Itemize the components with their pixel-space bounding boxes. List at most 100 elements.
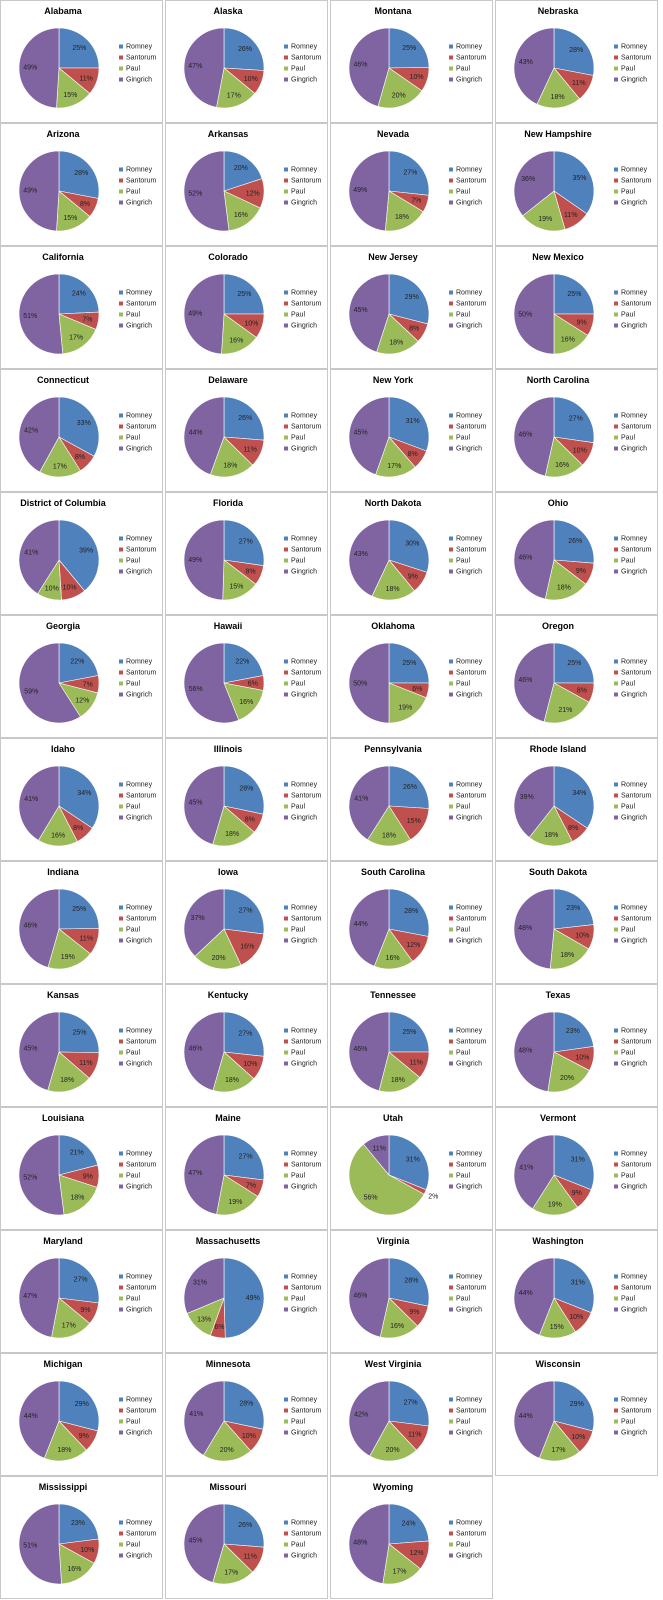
legend-swatch-romney (119, 536, 123, 541)
chart-title: Maine (215, 1113, 241, 1123)
chart-title: Indiana (47, 867, 79, 877)
slice-label-romney: 34% (77, 790, 91, 797)
pie-slice-gingrich (348, 27, 390, 107)
chart-title: Florida (213, 498, 244, 508)
legend-swatch-gingrich (284, 815, 288, 820)
legend-swatch-paul (284, 927, 288, 932)
legend-label-paul: Paul (126, 1296, 140, 1303)
chart-title: Utah (383, 1113, 403, 1123)
slice-label-santorum: 8% (577, 688, 587, 695)
legend-swatch-santorum (614, 1408, 618, 1413)
slice-label-santorum: 7% (411, 198, 421, 205)
pie-slice-romney (58, 642, 99, 684)
legend-label-santorum: Santorum (621, 1285, 652, 1292)
pie-slice-paul (51, 1297, 91, 1339)
slice-label-gingrich: 48% (518, 1047, 532, 1054)
legend-label-gingrich: Gingrich (126, 815, 152, 822)
slice-label-gingrich: 46% (353, 1046, 367, 1053)
legend-label-santorum: Santorum (456, 1408, 487, 1415)
legend-swatch-romney (284, 413, 288, 418)
pie-slice-paul (58, 313, 97, 355)
pie-chart-svg: North Carolina 27% 10% 16% 46% Romney Santorum… (513, 375, 652, 478)
legend-swatch-gingrich (284, 1184, 288, 1189)
legend-swatch-paul (614, 66, 618, 71)
slice-label-santorum: 7% (246, 1182, 256, 1189)
pie-slice-gingrich (18, 1380, 60, 1459)
legend-label-romney: Romney (456, 290, 483, 297)
pie-slice-gingrich (348, 1503, 390, 1584)
legend-label-romney: Romney (126, 1028, 153, 1035)
legend-label-paul: Paul (621, 1419, 635, 1426)
legend-swatch-gingrich (119, 1184, 123, 1189)
slice-label-paul: 19% (61, 954, 75, 961)
pie-slice-paul (376, 313, 419, 355)
pie-slice-romney (553, 642, 595, 684)
pie-panel-illinois: Illinois 28% 8% 18% 45% Romney Santorum Paul Gin… (165, 738, 328, 861)
legend-label-gingrich: Gingrich (621, 1184, 647, 1191)
legend-label-santorum: Santorum (456, 1039, 487, 1046)
legend-swatch-santorum (119, 1531, 123, 1536)
pie-slice-paul (348, 1143, 425, 1216)
pie-slice-romney (388, 1011, 430, 1053)
slice-label-paul: 18% (395, 214, 409, 221)
legend-label-paul: Paul (456, 189, 470, 196)
pie-panel-west-virginia: West Virginia 27% 11% 20% 42% Romney Santorum P… (330, 1353, 493, 1476)
legend-swatch-gingrich (119, 569, 123, 574)
chart-title: Alaska (213, 6, 243, 16)
legend-label-gingrich: Gingrich (621, 77, 647, 84)
legend-label-romney: Romney (291, 536, 318, 543)
pie-slice-gingrich (18, 273, 64, 355)
pie-chart-svg: New Hampshire 35% 11% 19% 36% Romney Santorum P… (513, 129, 652, 232)
slice-label-romney: 20% (234, 165, 248, 172)
chart-title: Oregon (542, 621, 574, 631)
legend-swatch-paul (614, 558, 618, 563)
legend-swatch-romney (449, 44, 453, 49)
legend-label-gingrich: Gingrich (621, 569, 647, 576)
legend-swatch-gingrich (449, 1184, 453, 1189)
legend-swatch-santorum (449, 1039, 453, 1044)
legend-swatch-paul (614, 435, 618, 440)
slice-label-santorum: 8% (568, 825, 578, 832)
chart-title: Kansas (47, 990, 79, 1000)
legend-swatch-paul (284, 1419, 288, 1424)
legend-swatch-paul (449, 1542, 453, 1547)
slice-label-gingrich: 39% (520, 794, 534, 801)
legend-swatch-santorum (449, 916, 453, 921)
legend-swatch-romney (284, 1151, 288, 1156)
chart-title: Delaware (208, 375, 248, 385)
pie-chart-svg: Illinois 28% 8% 18% 45% Romney Santorum Paul Gin… (183, 744, 322, 847)
pie-slice-romney (223, 519, 265, 567)
legend-swatch-romney (284, 1520, 288, 1525)
legend-swatch-romney (284, 905, 288, 910)
slice-label-gingrich: 50% (353, 681, 367, 688)
legend-swatch-romney (119, 167, 123, 172)
pie-panel-iowa: Iowa 27% 16% 20% 37% Romney Santorum Paul Gingri… (165, 861, 328, 984)
legend-swatch-paul (449, 435, 453, 440)
legend-label-gingrich: Gingrich (621, 323, 647, 330)
chart-title: Montana (375, 6, 413, 16)
pie-slice-gingrich (18, 396, 60, 473)
pie-panel-minnesota: Minnesota 28% 10% 20% 41% Romney Santorum Paul G… (165, 1353, 328, 1476)
legend-label-romney: Romney (291, 905, 318, 912)
slice-label-gingrich: 48% (518, 925, 532, 932)
legend-label-gingrich: Gingrich (456, 1553, 482, 1560)
pie-panel-arkansas: Arkansas 20% 12% 16% 52% Romney Santorum Paul Gi… (165, 123, 328, 246)
legend-label-paul: Paul (621, 927, 635, 934)
legend-label-santorum: Santorum (621, 178, 652, 185)
legend-swatch-santorum (284, 301, 288, 306)
legend-swatch-santorum (449, 547, 453, 552)
legend-label-paul: Paul (456, 681, 470, 688)
slice-label-romney: 25% (72, 1029, 86, 1036)
legend-swatch-paul (449, 189, 453, 194)
legend-label-romney: Romney (126, 536, 153, 543)
slice-label-gingrich: 41% (519, 1165, 533, 1172)
pie-chart-svg: Delaware 26% 11% 18% 44% Romney Santorum Paul Gi… (183, 375, 322, 478)
pie-slice-paul (47, 928, 91, 970)
chart-title: Oklahoma (371, 621, 416, 631)
legend-label-romney: Romney (456, 1274, 483, 1281)
chart-title: Minnesota (206, 1359, 251, 1369)
legend-swatch-paul (284, 681, 288, 686)
pie-chart-svg: Arkansas 20% 12% 16% 52% Romney Santorum Paul Gi… (183, 129, 322, 232)
pie-chart-svg: Texas 23% 10% 20% 48% Romney Santorum Paul Gingr… (513, 990, 652, 1093)
legend-label-gingrich: Gingrich (291, 815, 317, 822)
